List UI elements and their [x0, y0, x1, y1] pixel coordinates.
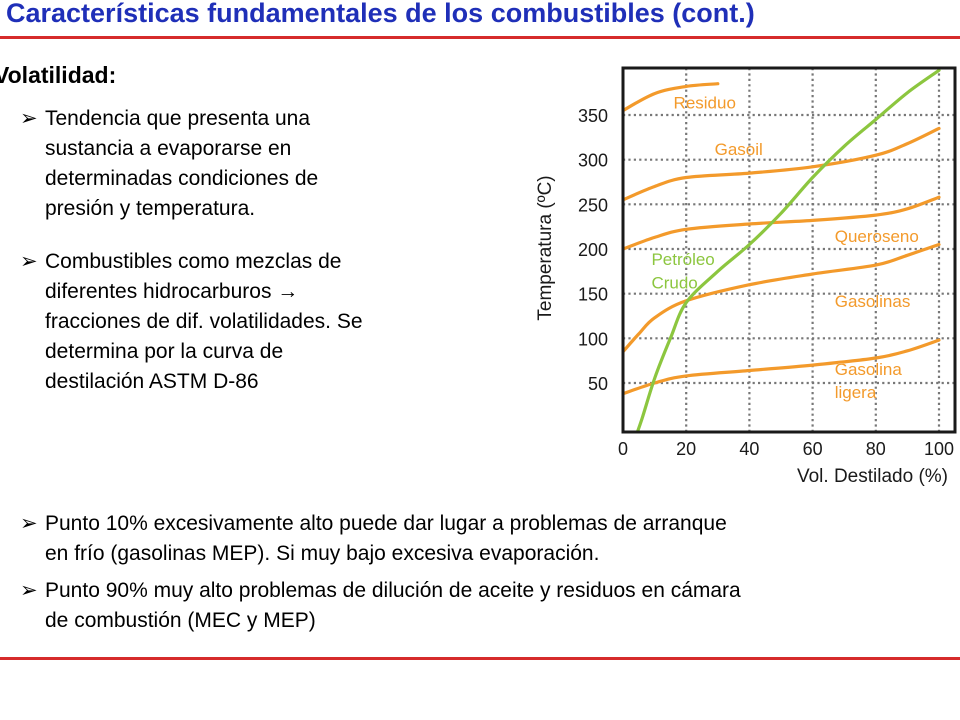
bullet-line: Punto 90% muy alto problemas de dilución… [45, 579, 741, 602]
bullet-line: presión y temperatura. [45, 197, 256, 220]
footer-rule [0, 657, 960, 660]
y-axis-label: Temperatura (ºC) [535, 175, 556, 320]
series-line-gasoil [623, 126, 941, 202]
series-line-queroseno [623, 195, 941, 251]
arrow-bullet-icon: ➢ [20, 250, 38, 273]
arrow-bullet-icon: ➢ [20, 107, 38, 130]
series-line-gasolinas [623, 242, 941, 354]
series-label: Crudo [651, 273, 697, 292]
bullet-item: ➢ Combustibles como mezclas de diferente… [20, 247, 363, 397]
y-tick-label: 100 [578, 329, 608, 349]
x-tick-label: 0 [618, 439, 628, 459]
chart-series [623, 68, 941, 432]
series-label: Gasolinas [835, 292, 911, 311]
x-tick-label: 60 [803, 439, 823, 459]
y-tick-label: 300 [578, 151, 608, 171]
x-tick-label: 100 [924, 439, 954, 459]
bullet-line: diferentes hidrocarburos → [45, 280, 299, 303]
title-rule [0, 36, 960, 39]
bullet-line: de combustión (MEC y MEP) [45, 609, 316, 632]
series-label: Residuo [674, 94, 736, 113]
series-label: Queroseno [835, 227, 919, 246]
series-label: ligera [835, 383, 877, 402]
bullet-item: ➢ Punto 10% excesivamente alto puede dar… [20, 509, 727, 569]
chart-labels: Residuo Gasoil Queroseno Petróleo Crudo Gasol… [651, 93, 919, 402]
x-tick-label: 80 [866, 439, 886, 459]
bullet-item: ➢ Punto 90% muy alto problemas de diluci… [20, 576, 741, 636]
chart-ticks: 50 100 150 200 250 300 350 0 20 40 60 80 100 [578, 106, 954, 459]
arrow-bullet-icon: ➢ [20, 512, 38, 535]
arrow-bullet-icon: ➢ [20, 579, 38, 602]
series-label: Petróleo [651, 250, 714, 269]
x-tick-label: 20 [676, 439, 696, 459]
x-axis-label: Vol. Destilado (%) [797, 466, 948, 487]
section-heading: Volatilidad: [0, 62, 117, 88]
bullet-line: sustancia a evaporarse en [45, 137, 292, 160]
y-tick-label: 250 [578, 195, 608, 215]
series-label: Gasolina [835, 360, 903, 379]
bullet-line: determina por la curva de [45, 340, 284, 363]
y-tick-label: 350 [578, 106, 608, 126]
series-line-residuo [623, 82, 720, 113]
bullet-line: Combustibles como mezclas de [45, 250, 342, 273]
y-tick-label: 150 [578, 285, 608, 305]
series-line-gasolina-ligera [623, 338, 941, 396]
chart-frame [621, 66, 957, 434]
bullet-line: fracciones de dif. volatilidades. Se [45, 310, 363, 333]
x-tick-label: 40 [739, 439, 759, 459]
y-tick-label: 200 [578, 240, 608, 260]
bullet-line: Punto 10% excesivamente alto puede dar l… [45, 512, 727, 535]
slide-title: Características fundamentales de los com… [6, 0, 755, 28]
series-line-petr-leo-crudo [635, 68, 941, 432]
series-label: Gasoil [715, 140, 763, 159]
bullet-line: determinadas condiciones de [45, 167, 319, 190]
y-tick-label: 50 [588, 374, 608, 394]
bullet-item: ➢ Tendencia que presenta una sustancia a… [20, 104, 318, 224]
bullet-line: en frío (gasolinas MEP). Si muy bajo exc… [45, 542, 600, 565]
bullet-line: destilación ASTM D-86 [45, 370, 259, 393]
bullet-line: Tendencia que presenta una [45, 107, 311, 130]
